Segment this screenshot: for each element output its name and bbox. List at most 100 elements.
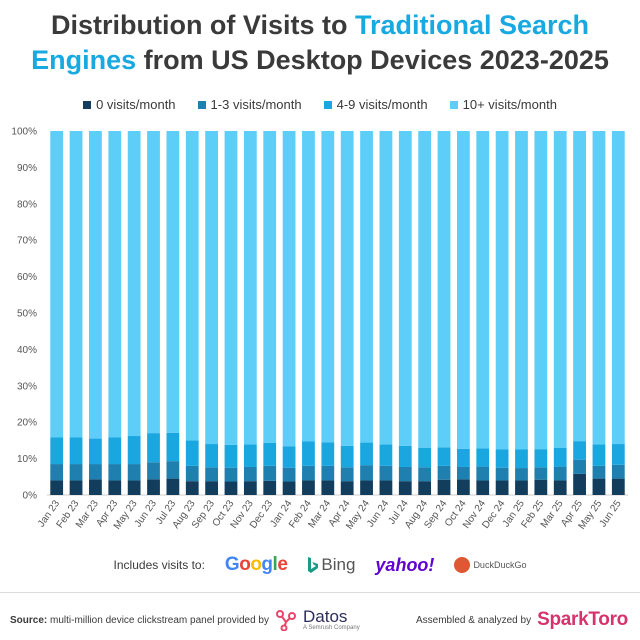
bar-segment xyxy=(321,131,335,443)
bar-segment xyxy=(495,449,509,468)
title-highlight: Traditional Search xyxy=(354,10,590,40)
bar-segment xyxy=(360,442,373,466)
legend-item-10-plus-visits: 10+ visits/month xyxy=(449,97,557,112)
bar-segment xyxy=(495,480,509,495)
bar-segment xyxy=(205,481,219,495)
bar-segment xyxy=(147,131,160,434)
datos-sub: A Semrush Company xyxy=(303,625,360,631)
legend-swatch xyxy=(449,100,458,109)
chart-title: Distribution of Visits to Traditional Se… xyxy=(0,8,640,78)
bar-segment xyxy=(224,481,238,495)
bar-segment xyxy=(611,444,625,465)
bar-segment xyxy=(243,444,257,467)
legend-swatch xyxy=(323,100,332,109)
bar-segment xyxy=(573,473,586,495)
bar-segment xyxy=(573,459,586,474)
bar-segment xyxy=(127,436,141,465)
y-tick-label: 50% xyxy=(17,309,37,320)
bar-segment xyxy=(89,131,102,439)
bar-segment xyxy=(456,479,470,495)
y-tick-label: 70% xyxy=(17,236,37,247)
bar-segment xyxy=(282,131,296,447)
bar-segment xyxy=(263,131,277,443)
bar-segment xyxy=(592,478,606,495)
bar-segment xyxy=(553,131,567,448)
bar-segment xyxy=(224,467,238,482)
bar-segment xyxy=(437,479,451,495)
bar-segment xyxy=(205,444,219,468)
bar-segment xyxy=(360,480,373,495)
bar-segment xyxy=(69,464,83,481)
bar-segment xyxy=(185,465,199,482)
bar-segment xyxy=(108,437,122,465)
bar-segment xyxy=(611,131,625,445)
bar-segment xyxy=(302,480,315,495)
yahoo-logo: yahoo! xyxy=(375,554,435,575)
bar-segment xyxy=(495,467,509,481)
bar-segment xyxy=(379,480,393,495)
bar-segment xyxy=(224,131,238,445)
bar-segment xyxy=(611,478,625,495)
bar-segment xyxy=(437,465,451,480)
footer: Source: multi-million device clickstream… xyxy=(0,605,640,635)
title-part1: Distribution of Visits to xyxy=(50,10,355,40)
bar-segment xyxy=(476,448,490,467)
y-tick-label: 80% xyxy=(17,199,37,210)
legend-swatch xyxy=(83,100,92,109)
bar-segment xyxy=(243,481,257,495)
bar-segment xyxy=(592,444,606,466)
bar-segment xyxy=(321,442,335,466)
bar-segment xyxy=(360,131,373,443)
bar-segment xyxy=(476,131,490,449)
datos-name: Datos xyxy=(303,607,348,626)
bar-segment xyxy=(573,441,586,460)
google-logo: Google xyxy=(224,554,288,575)
bar-segment xyxy=(534,479,548,495)
bar-segment xyxy=(147,462,160,480)
bing-icon xyxy=(308,556,319,573)
bar-segment xyxy=(418,467,432,482)
bar-segment xyxy=(243,131,257,445)
bar-segment xyxy=(379,465,393,481)
bar-segment xyxy=(166,461,180,479)
bar-segment xyxy=(573,131,586,442)
bar-segment xyxy=(282,446,296,468)
bar-segment xyxy=(515,468,528,481)
bar-segment xyxy=(205,467,219,482)
legend-label: 0 visits/month xyxy=(96,97,176,112)
bar-segment xyxy=(321,465,335,481)
bar-segment xyxy=(515,480,528,495)
bar-segment xyxy=(89,464,102,480)
bar-segment xyxy=(495,131,509,450)
footer-attribution: Assembled & analyzed by SparkToro xyxy=(416,609,628,631)
bar-segment xyxy=(437,447,451,466)
bar-segment xyxy=(456,466,470,480)
bar-segment xyxy=(69,480,83,495)
legend: 0 visits/month 1-3 visits/month 4-9 visi… xyxy=(0,97,640,112)
includes-label: Includes visits to: xyxy=(113,558,205,572)
source-label: Source: xyxy=(10,614,48,626)
legend-label: 10+ visits/month xyxy=(462,97,557,112)
bar-segment xyxy=(185,131,199,441)
bar-segment xyxy=(379,131,393,445)
bar-segment xyxy=(166,478,180,495)
bar-segment xyxy=(69,437,83,465)
bar-segment xyxy=(185,440,199,466)
y-tick-label: 10% xyxy=(17,454,37,465)
bar-segment xyxy=(243,466,257,482)
bar-segment xyxy=(534,467,548,480)
legend-swatch xyxy=(197,100,206,109)
bar-segment xyxy=(147,479,160,495)
datos-icon xyxy=(276,610,296,631)
bar-segment xyxy=(282,481,296,495)
bar-segment xyxy=(108,464,122,481)
duckduckgo-logo: DuckDuckGo xyxy=(454,557,526,573)
bar-segment xyxy=(398,445,412,467)
bar-segment xyxy=(340,467,354,482)
y-tick-label: 40% xyxy=(17,345,37,356)
bar-segment xyxy=(456,448,470,467)
y-tick-label: 100% xyxy=(11,127,37,138)
bar-segment xyxy=(340,131,354,446)
bar-segment xyxy=(553,447,567,467)
y-tick-label: 60% xyxy=(17,272,37,283)
